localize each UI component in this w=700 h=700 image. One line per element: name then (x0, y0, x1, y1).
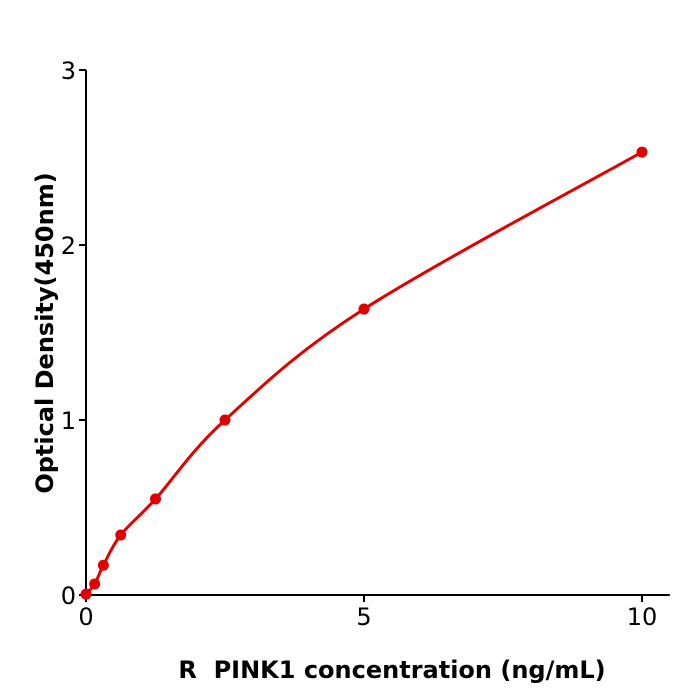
data-point (115, 529, 127, 541)
y-tick-label: 0 (61, 582, 76, 610)
x-axis-label: R PINK1 concentration (ng/mL) (178, 656, 605, 684)
axes: 0 5 10 0 1 2 3 (61, 57, 670, 631)
x-tick-label: 0 (78, 603, 93, 631)
data-point (80, 588, 92, 600)
data-point (219, 414, 231, 426)
fit-curve (84, 150, 643, 596)
data-point (97, 559, 109, 571)
data-point (636, 146, 648, 158)
x-tick-label: 10 (627, 603, 658, 631)
data-point (150, 493, 161, 505)
y-tick-label: 1 (61, 407, 76, 435)
data-points (80, 146, 648, 600)
data-point (89, 578, 101, 590)
y-tick-label: 3 (61, 57, 76, 85)
data-point (358, 303, 370, 315)
y-axis-label: Optical Density(450nm) (31, 172, 59, 493)
y-tick-label: 2 (61, 232, 76, 260)
x-tick-label: 5 (356, 603, 371, 631)
